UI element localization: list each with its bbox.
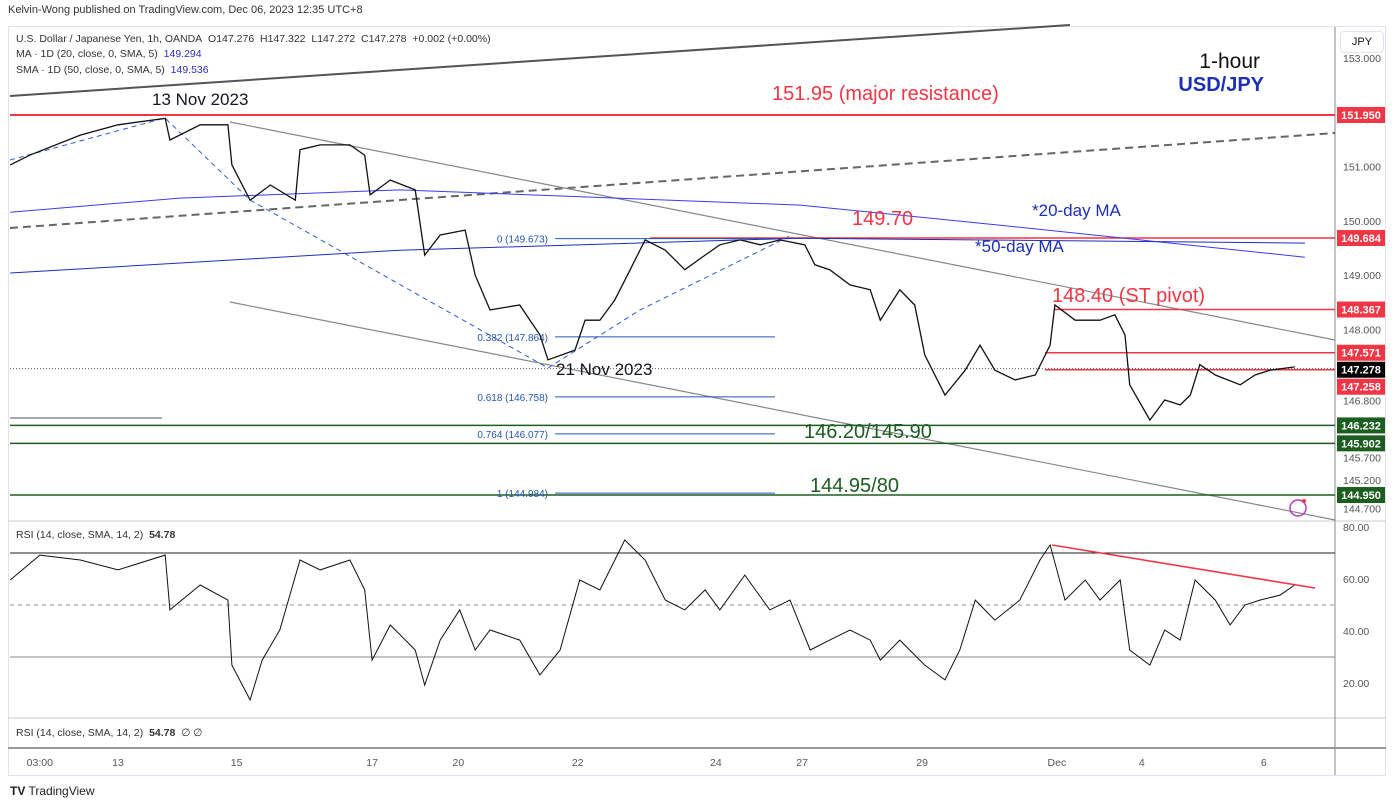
price-badge-label: 149.684 (1341, 233, 1382, 245)
fib-level-label: 0.764 (146.077) (477, 430, 548, 441)
channel-upper[interactable] (229, 121, 1336, 341)
legend-ma50-row: SMA · 1D (50, close, 0, SMA, 5) 149.536 (16, 64, 209, 76)
trendline-dashed[interactable] (9, 132, 1336, 229)
annotation-st-pivot: 148.40 (ST pivot) (1052, 285, 1206, 307)
annotation-13nov: 13 Nov 2023 (152, 90, 249, 109)
tradingview-logo-icon: TV (10, 784, 26, 798)
price-axis-tick: 151.000 (1343, 162, 1381, 174)
price-badge (1337, 361, 1385, 378)
legend-ohlc: O147.276 H147.322 L147.272 C147.278 +0.0… (208, 33, 491, 45)
legend-ma20-label[interactable]: MA · 1D (20, close, 0, SMA, 5) (16, 48, 158, 60)
legend-rsi-value: 54.78 (149, 529, 176, 541)
annotation-major-resistance: 151.95 (major resistance) (772, 83, 999, 105)
price-badge (1337, 344, 1385, 361)
tradingview-brand[interactable]: TV TradingView (10, 784, 95, 798)
rsi-divergence-line[interactable] (1051, 544, 1316, 589)
price-axis-tick: 145.200 (1343, 475, 1381, 487)
time-axis-tick: 13 (112, 757, 124, 769)
time-axis-tick: 4 (1139, 757, 1145, 769)
timeframe-title: 1-hour (1199, 50, 1260, 73)
legend-symbol[interactable]: U.S. Dollar / Japanese Yen, 1h, OANDA (16, 33, 203, 45)
price-axis-tick: 153.000 (1343, 53, 1381, 65)
time-axis-tick: 17 (366, 757, 378, 769)
price-badge (1337, 435, 1385, 452)
price-axis-tick: 148.000 (1343, 324, 1381, 336)
fib-level-label: 0.382 (147.864) (477, 333, 548, 344)
price-badge-label: 145.902 (1341, 438, 1381, 450)
time-axis-tick: Dec (1048, 757, 1067, 769)
price-badge-label: 147.278 (1341, 365, 1381, 377)
annotation-support-2: 144.95/80 (810, 475, 899, 497)
legend-rsi-label[interactable]: RSI (14, close, SMA, 14, 2) (16, 529, 144, 541)
rsi-axis-tick: 60.00 (1343, 574, 1369, 586)
ma20-line[interactable] (10, 189, 1305, 258)
time-axis-tick: 22 (572, 757, 584, 769)
annotation-support-1: 146.20/145.90 (804, 421, 932, 443)
price-axis-tick: 144.700 (1343, 504, 1381, 516)
time-axis-tick: 03:00 (27, 757, 53, 769)
price-axis-tick: 146.800 (1343, 396, 1381, 408)
publisher-line: Kelvin-Wong published on TradingView.com… (8, 4, 363, 16)
legend-ma50-value: 149.536 (170, 64, 209, 76)
fib-level-label: 0.618 (146.758) (477, 393, 548, 404)
rsi-axis-tick: 80.00 (1343, 522, 1369, 534)
price-badge-label: 144.950 (1341, 490, 1381, 502)
annotation-50day-ma: *50-day MA (975, 237, 1064, 256)
currency-button[interactable]: JPY (1340, 31, 1384, 53)
price-badge-label: 146.232 (1341, 420, 1381, 432)
rsi-line[interactable] (9, 539, 1296, 702)
time-axis-tick: 29 (916, 757, 928, 769)
channel-lower[interactable] (229, 301, 1336, 521)
price-badge-label: 147.571 (1341, 348, 1381, 360)
price-badge (1337, 487, 1385, 504)
legend-rsi2-value: 54.78 (149, 727, 176, 739)
price-badge (1337, 107, 1385, 123)
price-axis-tick: 149.000 (1343, 270, 1381, 282)
lightning-icon[interactable] (1289, 499, 1307, 517)
brand-name: TradingView (28, 784, 95, 798)
legend-rsi2-extra: ∅ ∅ (181, 727, 203, 739)
annotation-149-70: 149.70 (852, 208, 914, 230)
price-axis-tick: 145.700 (1343, 452, 1381, 464)
chart-frame (8, 26, 1386, 776)
annotation-20day-ma: *20-day MA (1032, 201, 1121, 220)
pair-title: USD/JPY (1178, 74, 1264, 96)
time-axis-tick: 20 (453, 757, 465, 769)
trendline-upper[interactable] (9, 24, 1071, 97)
annotation-21nov: 21 Nov 2023 (556, 360, 653, 379)
legend-ma20-value: 149.294 (163, 48, 202, 60)
price-axis-tick: 150.000 (1343, 216, 1381, 228)
legend-rsi-row: RSI (14, close, SMA, 14, 2) 54.78 (16, 529, 175, 541)
legend-symbol-row: U.S. Dollar / Japanese Yen, 1h, OANDA O1… (16, 33, 491, 45)
rsi-axis-tick: 40.00 (1343, 626, 1369, 638)
price-badge-label: 147.258 (1341, 382, 1381, 394)
price-badge (1337, 301, 1385, 318)
price-badge (1337, 417, 1385, 434)
legend-rsi2-label[interactable]: RSI (14, close, SMA, 14, 2) (16, 727, 144, 739)
fib-level-label: 0 (149.673) (497, 235, 548, 246)
time-axis-tick: 24 (710, 757, 722, 769)
price-badge-label: 151.950 (1341, 110, 1381, 122)
price-badge (1337, 378, 1385, 395)
fib-level-label: 1 (144.984) (497, 489, 548, 500)
time-axis-tick: 15 (231, 757, 243, 769)
alert-dot-icon (1302, 499, 1306, 503)
fib-anchor-path[interactable] (9, 117, 791, 369)
ma50-line[interactable] (10, 237, 1305, 274)
rsi-axis-tick: 20.00 (1343, 678, 1369, 690)
legend-rsi2-row: RSI (14, close, SMA, 14, 2) 54.78 ∅ ∅ (16, 727, 202, 739)
price-badge (1337, 230, 1385, 247)
price-badge-label: 148.367 (1341, 305, 1381, 317)
time-axis-tick: 27 (796, 757, 808, 769)
legend-ma20-row: MA · 1D (20, close, 0, SMA, 5) 149.294 (16, 48, 202, 60)
time-axis-tick: 6 (1261, 757, 1267, 769)
legend-ma50-label[interactable]: SMA · 1D (50, close, 0, SMA, 5) (16, 64, 165, 76)
price-series-line[interactable] (9, 117, 1295, 422)
